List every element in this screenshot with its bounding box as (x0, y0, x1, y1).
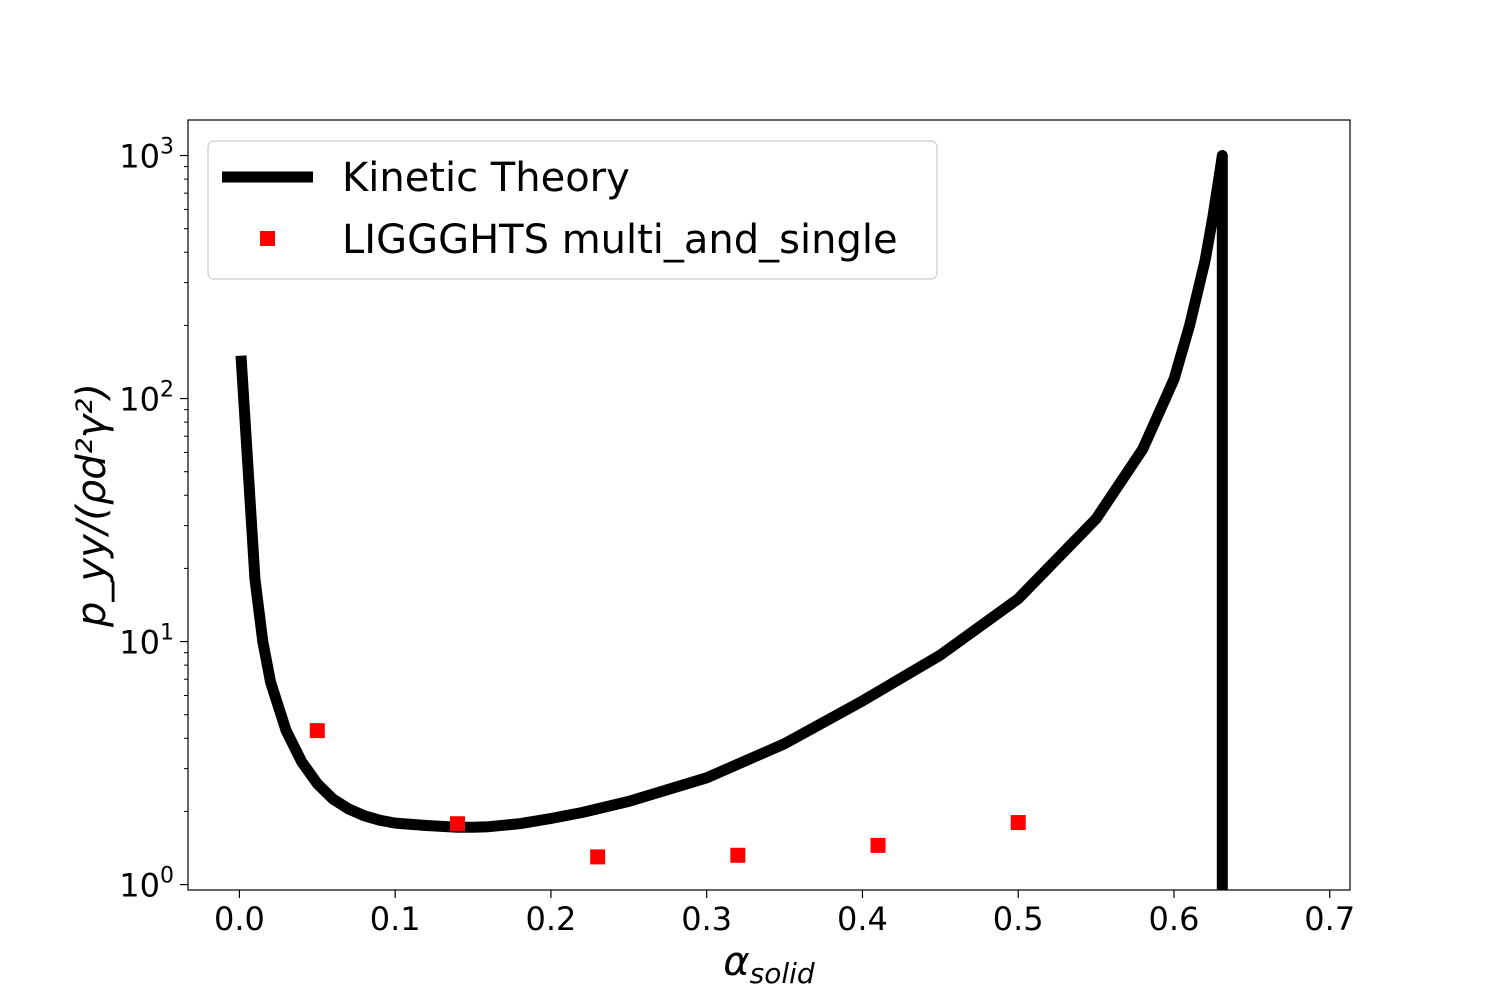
x-tick-label: 0.0 (214, 900, 265, 938)
y-tick-label: 102 (119, 378, 174, 419)
y-tick-label: 101 (119, 621, 174, 662)
y-axis-ticks: 100 101 102 103 (119, 135, 188, 905)
series-layer (235, 150, 1228, 890)
x-tick-label: 0.4 (837, 900, 888, 938)
x-tick-label: 0.5 (993, 900, 1044, 938)
legend-label-liggghts: LIGGGHTS multi_and_single (342, 217, 898, 263)
kinetic-theory-line (235, 150, 1228, 890)
x-tick-label: 0.2 (525, 900, 576, 938)
y-tick-label: 100 (119, 864, 174, 905)
x-axis-ticks: 0.0 0.1 0.2 0.3 0.4 0.5 0.6 0.7 (214, 890, 1355, 938)
y-tick-label: 103 (119, 135, 174, 176)
legend-square-swatch (260, 231, 275, 246)
liggghts-data-point (1010, 815, 1026, 831)
liggghts-data-point (449, 816, 465, 832)
y-axis-label: p_yy/(ρd²γ²) (69, 383, 115, 628)
x-tick-label: 0.1 (370, 900, 421, 938)
liggghts-data-point (870, 837, 886, 853)
x-axis-label-base: α (723, 939, 749, 985)
legend-label-kinetic-theory: Kinetic Theory (342, 155, 630, 201)
x-axis-label-sub: solid (750, 957, 815, 990)
legend-frame (207, 140, 938, 280)
liggghts-data-point (309, 723, 325, 739)
legend: Kinetic Theory LIGGGHTS multi_and_single (207, 140, 938, 280)
x-tick-label: 0.3 (681, 900, 732, 938)
x-tick-label: 0.7 (1304, 900, 1355, 938)
x-axis-label: αsolid (723, 939, 815, 990)
x-tick-label: 0.6 (1149, 900, 1200, 938)
liggghts-data-point (590, 849, 606, 865)
liggghts-data-point (730, 847, 746, 863)
